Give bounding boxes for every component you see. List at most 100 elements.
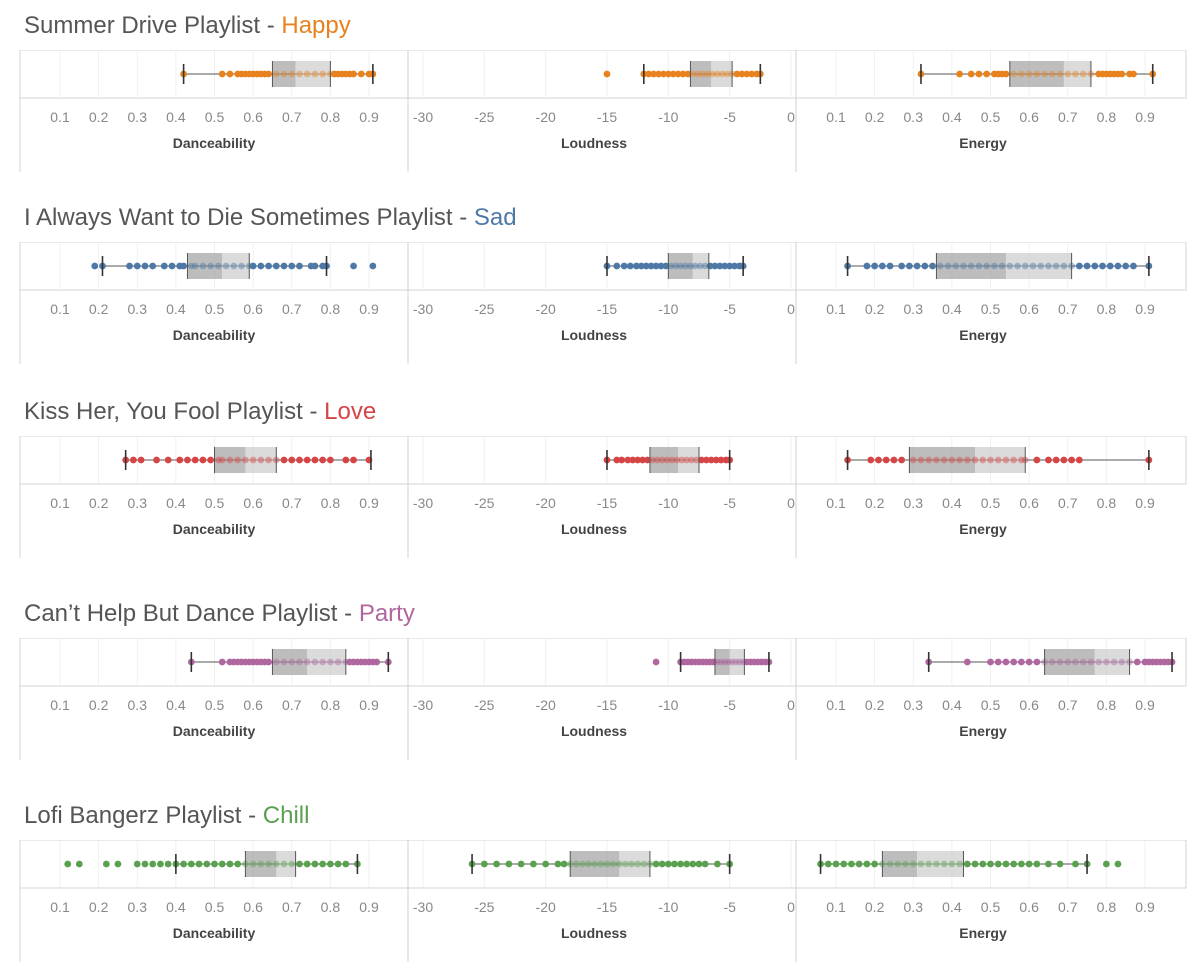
axis-label: Energy (959, 723, 1007, 739)
data-point (664, 860, 672, 868)
tick-label: 0.6 (1019, 899, 1039, 915)
data-point (644, 456, 651, 464)
data-point (129, 456, 137, 464)
data-point (1025, 658, 1033, 666)
box-upper (619, 851, 650, 877)
box-lower (1044, 649, 1095, 675)
data-point (613, 262, 621, 270)
data-point (699, 70, 707, 78)
tick-label: 0.2 (865, 495, 885, 511)
data-point (303, 860, 311, 868)
data-point (311, 860, 319, 868)
data-point (664, 70, 672, 78)
box-upper (729, 649, 745, 675)
data-point (311, 456, 319, 464)
data-point (1002, 658, 1010, 666)
data-point (620, 262, 628, 270)
data-point (663, 456, 671, 464)
data-point (1002, 860, 1010, 868)
tick-label: 0.2 (89, 495, 109, 511)
data-point (963, 658, 971, 666)
data-point (716, 262, 724, 270)
data-point (975, 262, 983, 270)
tick-label: 0.1 (826, 301, 846, 317)
tick-label: 0 (787, 495, 795, 511)
data-point (668, 456, 676, 464)
data-point (296, 860, 303, 868)
data-point (940, 456, 948, 464)
chart-title-prefix: Can’t Help But Dance Playlist - (24, 600, 359, 627)
data-point (326, 658, 334, 666)
tick-label: 0.5 (205, 697, 225, 713)
data-point (898, 262, 906, 270)
data-point (199, 456, 207, 464)
data-point (694, 70, 702, 78)
tick-label: -20 (536, 899, 556, 915)
tick-label: 0.4 (942, 495, 962, 511)
tick-label: 0.7 (1058, 495, 1078, 511)
data-point (717, 658, 725, 666)
tick-label: -30 (413, 697, 433, 713)
data-point (738, 70, 746, 78)
tick-label: 0.3 (904, 899, 924, 915)
data-point (609, 860, 617, 868)
chart-title: Summer Drive Playlist - Happy (24, 12, 351, 40)
data-point (688, 456, 696, 464)
data-point (711, 262, 719, 270)
tick-label: 0.8 (321, 899, 341, 915)
data-point (637, 262, 645, 270)
data-point (176, 456, 184, 464)
data-point (265, 456, 272, 464)
box-upper (711, 61, 733, 87)
data-point (1014, 262, 1021, 270)
tick-label: 0.8 (1097, 495, 1117, 511)
data-point (597, 860, 605, 868)
data-point (288, 456, 296, 464)
data-point (342, 860, 350, 868)
tick-label: -5 (723, 697, 736, 713)
data-point (126, 262, 133, 270)
tick-label: -10 (658, 899, 678, 915)
tick-label: 0.9 (359, 109, 379, 125)
data-point (732, 658, 740, 666)
tick-label: -30 (413, 899, 433, 915)
data-point (913, 262, 921, 270)
tick-label: -5 (723, 109, 736, 125)
data-point (199, 262, 207, 270)
data-point (652, 860, 660, 868)
box-upper (692, 253, 709, 279)
data-point (1056, 658, 1064, 666)
chart-title: I Always Want to Die Sometimes Playlist … (24, 204, 517, 232)
data-point (878, 262, 886, 270)
data-point (721, 262, 729, 270)
data-point (230, 262, 238, 270)
data-point (75, 860, 83, 868)
data-point (603, 70, 611, 78)
tick-label: 0.1 (826, 697, 846, 713)
tick-label: 0.1 (826, 109, 846, 125)
box-lower (714, 649, 730, 675)
data-point (983, 262, 991, 270)
data-point (683, 456, 691, 464)
data-point (303, 658, 311, 666)
data-point (983, 70, 991, 78)
data-point (195, 860, 203, 868)
data-point (218, 456, 226, 464)
data-point (653, 456, 661, 464)
tick-label: -20 (536, 109, 556, 125)
data-point (704, 70, 711, 78)
data-point (905, 262, 913, 270)
data-point (191, 456, 199, 464)
data-point (634, 860, 642, 868)
axis-label: Loudness (561, 327, 627, 343)
data-point (736, 658, 743, 666)
tick-label: -5 (723, 899, 736, 915)
axis-label: Energy (959, 925, 1007, 941)
data-point (211, 860, 218, 868)
data-point (726, 262, 734, 270)
data-point (1079, 658, 1087, 666)
tick-label: 0.3 (128, 495, 148, 511)
chart-title-prefix: I Always Want to Die Sometimes Playlist … (24, 204, 474, 231)
data-point (917, 456, 925, 464)
tick-label: 0.9 (1135, 899, 1155, 915)
